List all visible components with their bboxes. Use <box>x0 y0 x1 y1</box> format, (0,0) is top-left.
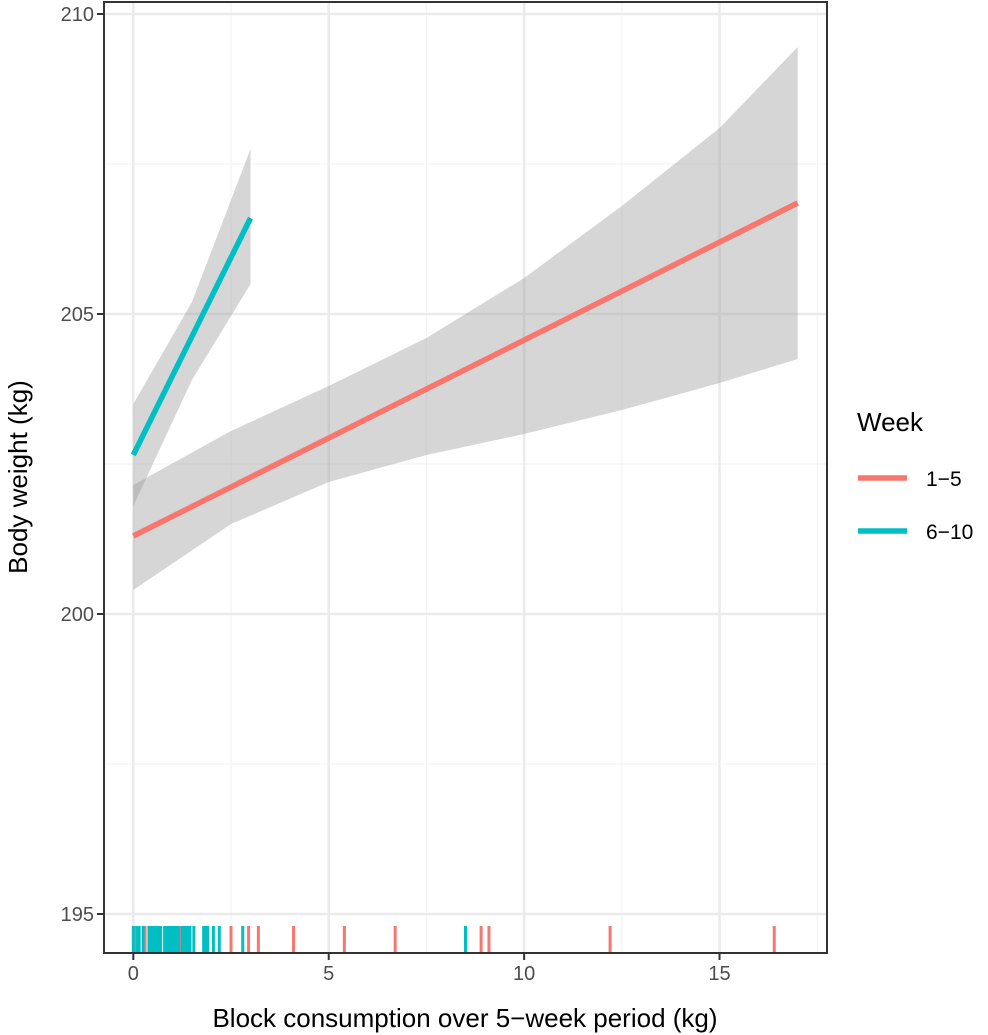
x-tick-label: 0 <box>128 963 139 985</box>
legend-label-1: 1−5 <box>926 468 962 491</box>
confidence-band-series-1 <box>133 47 798 590</box>
confidence-bands <box>133 47 798 590</box>
y-tick-label: 210 <box>61 4 94 26</box>
x-tick-label: 10 <box>513 963 535 985</box>
x-axis-title: Block consumption over 5−week period (kg… <box>212 1003 717 1033</box>
fit-line-series-1 <box>132 200 799 539</box>
fit-line-series-2 <box>130 216 254 457</box>
rug-marks <box>131 926 776 953</box>
y-tick-label: 205 <box>61 304 94 326</box>
legend-entries: 1−5 6−10 <box>858 468 973 544</box>
y-axis-title: Body weight (kg) <box>3 380 33 574</box>
grid-layer <box>104 2 827 953</box>
axes: 0 5 10 15 195 200 205 210 <box>61 4 731 985</box>
fit-lines <box>130 200 799 539</box>
legend-title: Week <box>857 407 924 437</box>
x-tick-label: 15 <box>708 963 730 985</box>
legend: Week 1−5 6−10 <box>857 407 973 544</box>
y-tick-label: 200 <box>61 604 94 626</box>
panel-border <box>103 1 828 954</box>
x-tick-label: 5 <box>323 963 334 985</box>
confidence-band-series-2 <box>133 149 251 506</box>
y-tick-label: 195 <box>61 904 94 926</box>
legend-label-2: 6−10 <box>926 521 973 544</box>
